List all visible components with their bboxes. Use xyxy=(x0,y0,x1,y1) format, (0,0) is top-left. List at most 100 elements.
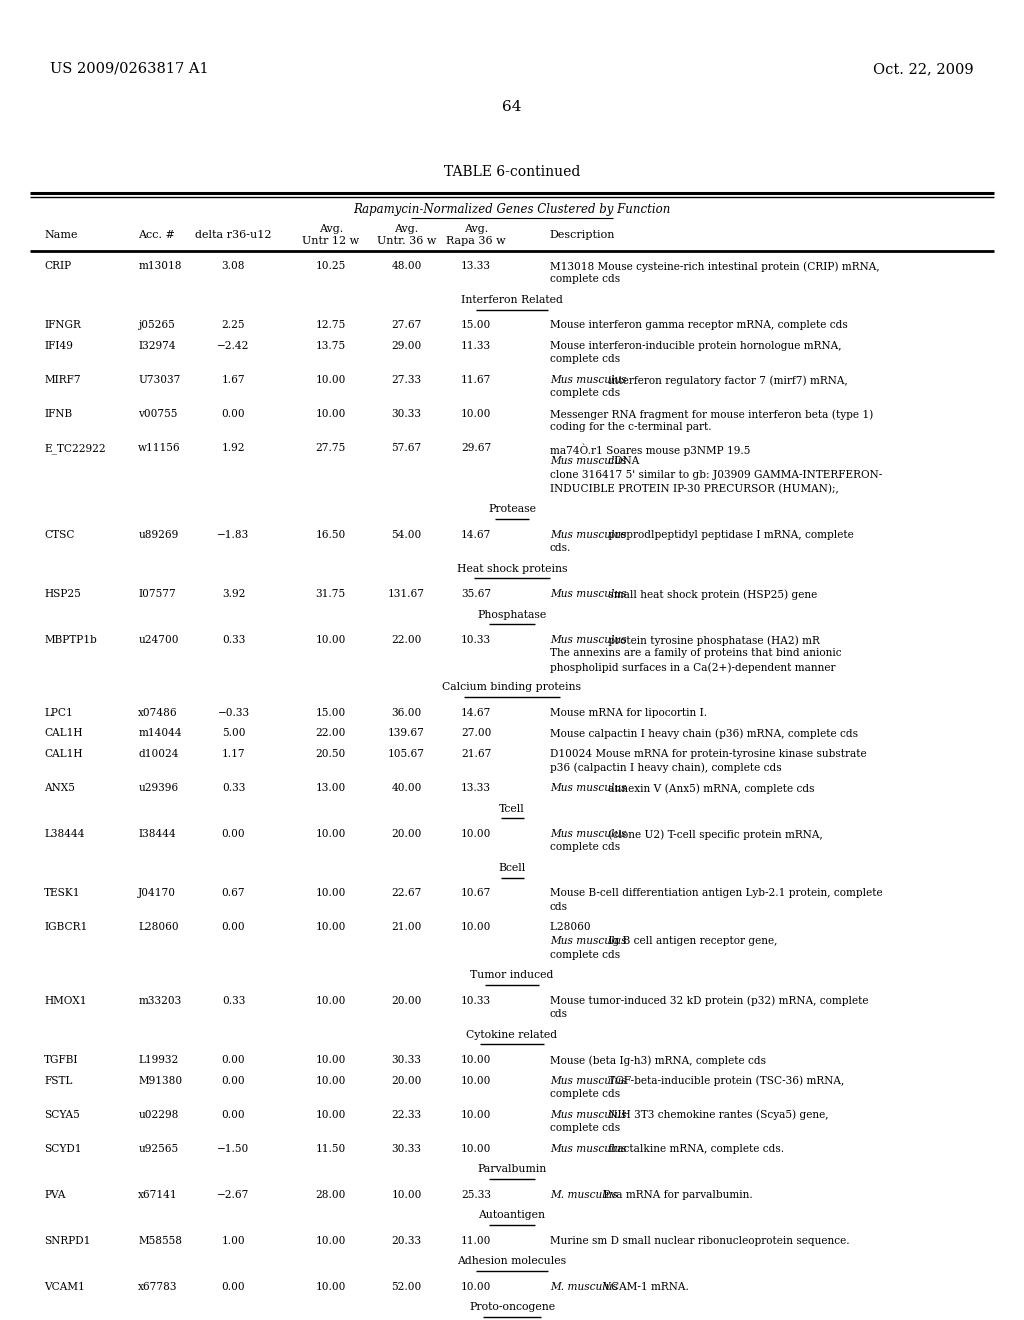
Text: M58558: M58558 xyxy=(138,1236,182,1246)
Text: Acc. #: Acc. # xyxy=(138,230,175,240)
Text: 12.75: 12.75 xyxy=(315,321,346,330)
Text: E_TC22922: E_TC22922 xyxy=(44,444,105,454)
Text: Rapamycin-Normalized Genes Clustered by Function: Rapamycin-Normalized Genes Clustered by … xyxy=(353,203,671,216)
Text: v00755: v00755 xyxy=(138,409,177,418)
Text: u92565: u92565 xyxy=(138,1143,178,1154)
Text: 10.33: 10.33 xyxy=(461,995,492,1006)
Text: CAL1H: CAL1H xyxy=(44,748,83,759)
Text: Avg.: Avg. xyxy=(394,224,419,234)
Text: Mus musculus: Mus musculus xyxy=(550,1076,627,1085)
Text: Description: Description xyxy=(550,230,615,240)
Text: 11.00: 11.00 xyxy=(461,1236,492,1246)
Text: Oct. 22, 2009: Oct. 22, 2009 xyxy=(873,62,974,77)
Text: 0.33: 0.33 xyxy=(222,995,245,1006)
Text: 10.00: 10.00 xyxy=(315,829,346,840)
Text: Mus musculus: Mus musculus xyxy=(550,783,627,793)
Text: 0.33: 0.33 xyxy=(222,783,245,793)
Text: 2.25: 2.25 xyxy=(222,321,245,330)
Text: m13018: m13018 xyxy=(138,261,181,271)
Text: cDNA: cDNA xyxy=(604,457,639,466)
Text: TGF-beta-inducible protein (TSC-36) mRNA,: TGF-beta-inducible protein (TSC-36) mRNA… xyxy=(604,1076,844,1086)
Text: Mouse calpactin I heavy chain (p36) mRNA, complete cds: Mouse calpactin I heavy chain (p36) mRNA… xyxy=(550,729,858,739)
Text: x67141: x67141 xyxy=(138,1189,178,1200)
Text: 10.00: 10.00 xyxy=(391,1189,422,1200)
Text: M. musculus: M. musculus xyxy=(550,1282,617,1291)
Text: Parvalbumin: Parvalbumin xyxy=(477,1164,547,1173)
Text: 0.33: 0.33 xyxy=(222,635,245,645)
Text: 52.00: 52.00 xyxy=(391,1282,422,1291)
Text: SCYA5: SCYA5 xyxy=(44,1110,80,1119)
Text: −1.50: −1.50 xyxy=(217,1143,250,1154)
Text: Mouse B-cell differentiation antigen Lyb-2.1 protein, complete: Mouse B-cell differentiation antigen Lyb… xyxy=(550,888,883,899)
Text: 10.00: 10.00 xyxy=(315,888,346,899)
Text: complete cds: complete cds xyxy=(550,949,620,960)
Text: fractalkine mRNA, complete cds.: fractalkine mRNA, complete cds. xyxy=(604,1143,783,1154)
Text: Protease: Protease xyxy=(488,504,536,513)
Text: cds: cds xyxy=(550,902,568,912)
Text: M13018 Mouse cysteine-rich intestinal protein (CRIP) mRNA,: M13018 Mouse cysteine-rich intestinal pr… xyxy=(550,261,880,272)
Text: u24700: u24700 xyxy=(138,635,179,645)
Text: 0.00: 0.00 xyxy=(221,409,246,418)
Text: 25.33: 25.33 xyxy=(461,1189,492,1200)
Text: w11156: w11156 xyxy=(138,444,181,453)
Text: Mus musculus: Mus musculus xyxy=(550,457,627,466)
Text: 27.33: 27.33 xyxy=(391,375,422,385)
Text: J04170: J04170 xyxy=(138,888,176,899)
Text: 1.00: 1.00 xyxy=(221,1236,246,1246)
Text: 10.25: 10.25 xyxy=(315,261,346,271)
Text: 27.00: 27.00 xyxy=(461,729,492,738)
Text: cds: cds xyxy=(550,1008,568,1019)
Text: clone 316417 5' similar to gb: J03909 GAMMA-INTERFERON-: clone 316417 5' similar to gb: J03909 GA… xyxy=(550,470,882,480)
Text: d10024: d10024 xyxy=(138,748,179,759)
Text: 105.67: 105.67 xyxy=(388,748,425,759)
Text: ANX5: ANX5 xyxy=(44,783,75,793)
Text: Bcell: Bcell xyxy=(499,863,525,873)
Text: 0.00: 0.00 xyxy=(221,1055,246,1065)
Text: Mouse tumor-induced 32 kD protein (p32) mRNA, complete: Mouse tumor-induced 32 kD protein (p32) … xyxy=(550,995,868,1006)
Text: FSTL: FSTL xyxy=(44,1076,73,1085)
Text: 27.75: 27.75 xyxy=(315,444,346,453)
Text: 131.67: 131.67 xyxy=(388,589,425,599)
Text: protein tyrosine phosphatase (HA2) mR: protein tyrosine phosphatase (HA2) mR xyxy=(604,635,819,645)
Text: Pva mRNA for parvalbumin.: Pva mRNA for parvalbumin. xyxy=(600,1189,753,1200)
Text: Name: Name xyxy=(44,230,78,240)
Text: 10.00: 10.00 xyxy=(315,1055,346,1065)
Text: SNRPD1: SNRPD1 xyxy=(44,1236,90,1246)
Text: 11.50: 11.50 xyxy=(315,1143,346,1154)
Text: 10.00: 10.00 xyxy=(461,923,492,932)
Text: L28060: L28060 xyxy=(138,923,179,932)
Text: NIH 3T3 chemokine rantes (Scya5) gene,: NIH 3T3 chemokine rantes (Scya5) gene, xyxy=(604,1110,828,1121)
Text: 20.00: 20.00 xyxy=(391,1076,422,1085)
Text: TGFBI: TGFBI xyxy=(44,1055,79,1065)
Text: U73037: U73037 xyxy=(138,375,180,385)
Text: Untr 12 w: Untr 12 w xyxy=(302,236,359,246)
Text: small heat shock protein (HSP25) gene: small heat shock protein (HSP25) gene xyxy=(604,589,817,599)
Text: Phosphatase: Phosphatase xyxy=(477,610,547,619)
Text: M91380: M91380 xyxy=(138,1076,182,1085)
Text: 0.67: 0.67 xyxy=(221,888,246,899)
Text: I07577: I07577 xyxy=(138,589,176,599)
Text: Interferon Related: Interferon Related xyxy=(461,294,563,305)
Text: 1.67: 1.67 xyxy=(221,375,246,385)
Text: SCYD1: SCYD1 xyxy=(44,1143,82,1154)
Text: 11.67: 11.67 xyxy=(461,375,492,385)
Text: 22.67: 22.67 xyxy=(391,888,422,899)
Text: 0.00: 0.00 xyxy=(221,1110,246,1119)
Text: HMOX1: HMOX1 xyxy=(44,995,87,1006)
Text: CRIP: CRIP xyxy=(44,261,71,271)
Text: interferon regulatory factor 7 (mirf7) mRNA,: interferon regulatory factor 7 (mirf7) m… xyxy=(604,375,847,385)
Text: 13.00: 13.00 xyxy=(315,783,346,793)
Text: complete cds: complete cds xyxy=(550,355,620,364)
Text: Messenger RNA fragment for mouse interferon beta (type 1): Messenger RNA fragment for mouse interfe… xyxy=(550,409,873,420)
Text: 28.00: 28.00 xyxy=(315,1189,346,1200)
Text: 15.00: 15.00 xyxy=(315,708,346,718)
Text: 0.00: 0.00 xyxy=(221,1282,246,1291)
Text: Ig B cell antigen receptor gene,: Ig B cell antigen receptor gene, xyxy=(604,936,777,946)
Text: 10.67: 10.67 xyxy=(461,888,492,899)
Text: Cytokine related: Cytokine related xyxy=(467,1030,557,1040)
Text: 0.00: 0.00 xyxy=(221,1076,246,1085)
Text: 10.00: 10.00 xyxy=(461,409,492,418)
Text: 3.08: 3.08 xyxy=(222,261,245,271)
Text: 29.00: 29.00 xyxy=(391,341,422,351)
Text: 10.00: 10.00 xyxy=(315,995,346,1006)
